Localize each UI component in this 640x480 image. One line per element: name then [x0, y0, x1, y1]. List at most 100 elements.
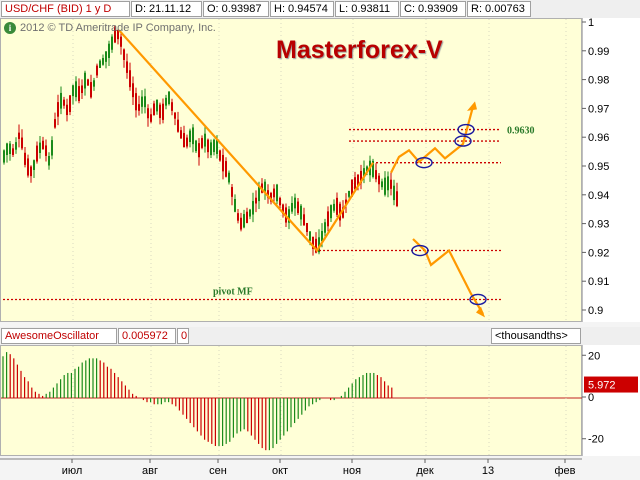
candle-body	[192, 127, 194, 145]
candle-body	[84, 72, 86, 89]
marker-ellipse	[411, 244, 429, 257]
candle-body	[99, 60, 101, 68]
candle-body	[303, 214, 305, 226]
candle-body	[30, 166, 32, 177]
pivot-label: pivot MF	[213, 286, 253, 297]
candle-body	[321, 231, 323, 242]
candle-body	[93, 80, 95, 87]
candle-body	[258, 186, 260, 202]
candle-body	[33, 160, 35, 170]
time-tick-label: ноя	[343, 465, 361, 477]
candle-body	[384, 177, 386, 195]
candle-body	[57, 102, 59, 117]
candle-body	[210, 142, 212, 156]
time-tick-label: июл	[62, 465, 83, 477]
candle-body	[282, 204, 284, 215]
candle-body	[183, 133, 185, 148]
candle-body	[132, 83, 134, 98]
oscillator-bars	[2, 352, 393, 451]
candle-body	[387, 176, 389, 191]
candle-body	[204, 133, 206, 147]
candle-body	[393, 185, 395, 201]
candle-body	[78, 86, 80, 102]
candle-body	[138, 104, 140, 111]
oscillator-param: 0	[177, 328, 189, 344]
range-field: R: 0.00763	[467, 1, 531, 17]
candle-body	[267, 190, 269, 198]
candle-body	[351, 179, 353, 197]
price-tick-label: 1	[588, 18, 594, 29]
candle-body	[165, 97, 167, 106]
time-tick-label: окт	[272, 465, 288, 477]
candle-body	[111, 36, 113, 50]
projection-down-arrowhead	[476, 306, 485, 318]
candle-body	[96, 65, 98, 76]
candle-body	[357, 174, 359, 187]
candle-body	[390, 179, 392, 189]
candle-body	[81, 85, 83, 94]
candle-body	[120, 36, 122, 47]
marker-ellipse	[415, 156, 433, 169]
price-tick-label: 0.98	[588, 75, 609, 87]
time-tick-label: сен	[209, 465, 227, 477]
price-chart-panel[interactable]: 0.9630 pivot MF	[0, 18, 582, 323]
candle-body	[18, 132, 20, 139]
candle-body	[42, 140, 44, 150]
candles	[3, 25, 398, 256]
symbol-label[interactable]: USD/CHF (BID) 1 y D	[1, 1, 130, 17]
candle-body	[237, 213, 239, 221]
oscillator-panel[interactable]	[0, 345, 583, 457]
candle-body	[309, 231, 311, 241]
candle-body	[246, 211, 248, 224]
close-field: C: 0.93909	[400, 1, 466, 17]
candle-body	[105, 51, 107, 62]
oscillator-units: <thousandths>	[491, 328, 581, 344]
candle-body	[252, 201, 254, 215]
quote-header: USD/CHF (BID) 1 y D D: 21.11.12 O: 0.939…	[0, 0, 640, 18]
candle-body	[51, 140, 53, 156]
candle-body	[6, 143, 8, 156]
candle-body	[141, 96, 143, 107]
candle-body	[15, 142, 17, 150]
candle-body	[270, 192, 272, 202]
candle-body	[3, 150, 5, 163]
time-tick-label: авг	[142, 465, 158, 477]
oscillator-axis-svg: 20 0 -20 5.972	[582, 345, 638, 456]
time-axis: июл авг сен окт ноя дек 13 фев	[0, 458, 640, 480]
candle-body	[162, 103, 164, 120]
candle-body	[225, 161, 227, 177]
candle-body	[189, 130, 191, 142]
candle-body	[300, 205, 302, 220]
price-tick-label: 0.96	[588, 132, 609, 144]
candle-body	[363, 168, 365, 178]
candle-body	[87, 79, 89, 86]
candle-body	[354, 177, 356, 190]
candle-body	[60, 92, 62, 109]
oscillator-name[interactable]: AwesomeOscillator	[1, 328, 117, 344]
candle-body	[66, 104, 68, 116]
candle-body	[330, 205, 332, 219]
marker-ellipse	[469, 293, 487, 306]
candle-body	[294, 197, 296, 209]
candle-body	[45, 145, 47, 156]
oscillator-axis: 20 0 -20 5.972	[582, 345, 640, 456]
candle-body	[171, 102, 173, 111]
candle-body	[174, 112, 176, 119]
candle-body	[75, 81, 77, 98]
candle-body	[135, 93, 137, 111]
osc-tick-label: 0	[588, 392, 594, 404]
candle-body	[201, 138, 203, 148]
candle-body	[12, 148, 14, 155]
candle-body	[372, 160, 374, 177]
candle-body	[264, 181, 266, 192]
candle-body	[342, 207, 344, 218]
candle-body	[72, 85, 74, 97]
candle-body	[213, 139, 215, 153]
candle-body	[219, 150, 221, 161]
osc-tick-label: 20	[588, 350, 600, 362]
marker-ellipse	[457, 123, 475, 136]
candle-body	[153, 103, 155, 116]
candle-body	[126, 61, 128, 73]
info-icon[interactable]: i	[4, 22, 16, 34]
price-tick-label: 0.95	[588, 161, 609, 173]
